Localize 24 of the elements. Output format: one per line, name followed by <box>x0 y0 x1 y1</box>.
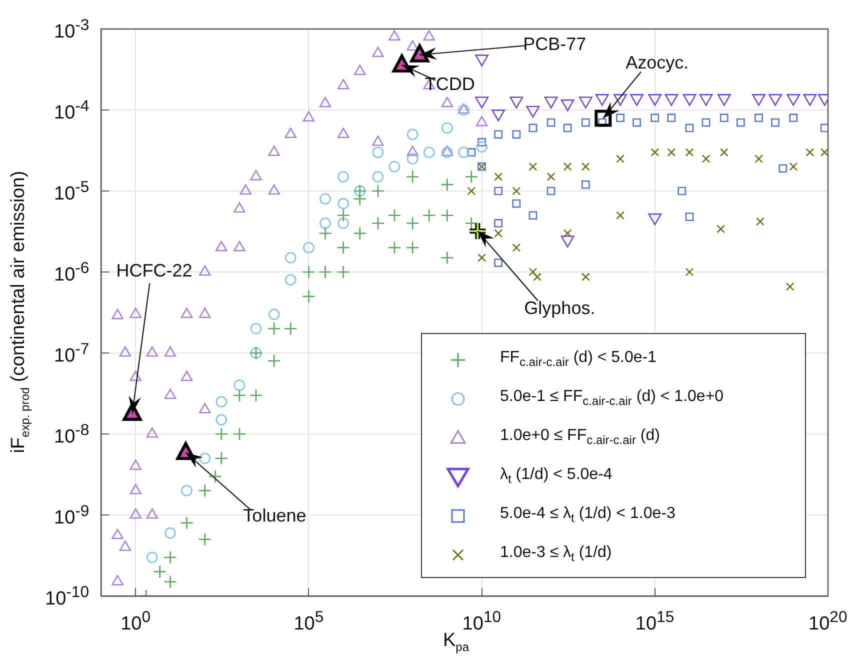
x-tick-label: 10$^{15}$ <box>635 609 674 634</box>
y-tick-label: 10$^{-3}$ <box>54 16 90 42</box>
x-tick-label: 10$^{0}$ <box>120 609 151 634</box>
legend-label: 5.0e-4 ≤ λ$_{t}$ (1/d) < 1.0e-3 <box>500 505 676 526</box>
annotation: Azocyc. <box>626 52 689 72</box>
annotation: TCDD <box>424 74 475 94</box>
x-tick-label: 10$^{20}$ <box>808 609 848 634</box>
legend-label: 5.0e-1 ≤ FF$_{c.air-c.air}$ (d) < 1.0e+0 <box>500 388 724 409</box>
annotation: PCB-77 <box>523 34 586 54</box>
legend-label: FF$_{c.air-c.air}$ (d) < 5.0e-1 <box>500 349 656 370</box>
y-tick-label: 10$^{-4}$ <box>54 98 90 123</box>
y-tick-label: 10$^{-5}$ <box>54 178 90 204</box>
legend-label: 1.0e-3 ≤ λ$_{t}$ (1/d) <box>500 544 612 565</box>
annotation: Glyphos. <box>524 298 596 318</box>
y-tick-label: 10$^{-9}$ <box>54 502 90 528</box>
legend-label: 1.0e+0 ≤ FF$_{c.air-c.air}$ (d) <box>500 427 660 448</box>
annotation: HCFC-22 <box>116 260 192 280</box>
legend-label: λ$_{t}$ (1/d) < 5.0e-4 <box>500 466 612 487</box>
y-tick-label: 10$^{-8}$ <box>54 422 90 447</box>
x-tick-label: 10$^{5}$ <box>294 609 324 634</box>
y-tick-label: 10$^{-6}$ <box>54 260 90 285</box>
y-tick-label: 10$^{-10}$ <box>45 584 90 609</box>
y-tick-label: 10$^{-7}$ <box>54 340 90 366</box>
annotation: Toluene <box>243 506 306 526</box>
